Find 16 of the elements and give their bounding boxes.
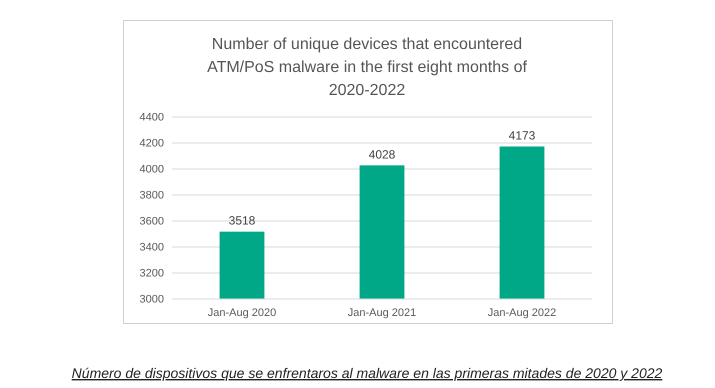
y-tick-label: 4400 (140, 112, 164, 124)
y-tick-label: 3400 (140, 242, 164, 254)
data-label: 4028 (368, 147, 396, 162)
data-label: 3518 (228, 214, 256, 228)
y-tick-label: 3600 (140, 216, 164, 228)
y-tick-label: 4000 (140, 164, 164, 176)
y-tick-label: 3800 (140, 190, 164, 202)
x-tick-label: Jan-Aug 2022 (488, 306, 556, 319)
y-tick-label: 4200 (140, 138, 164, 150)
y-tick-label: 3200 (140, 268, 164, 280)
text: Número de dispositivos que se enfrentaros al malware en las primeras mitades de 2020 y 2022 (72, 365, 663, 381)
chart-title: Number of unique devices that encountered ATM/PoS malware in the first eight months of 2020-2022 (207, 36, 528, 99)
x-tick-label: Jan-Aug 2020 (208, 306, 276, 319)
x-tick-label: Jan-Aug 2021 (348, 306, 416, 319)
data-label: 4173 (508, 128, 536, 143)
y-tick-label: 3000 (140, 294, 164, 306)
